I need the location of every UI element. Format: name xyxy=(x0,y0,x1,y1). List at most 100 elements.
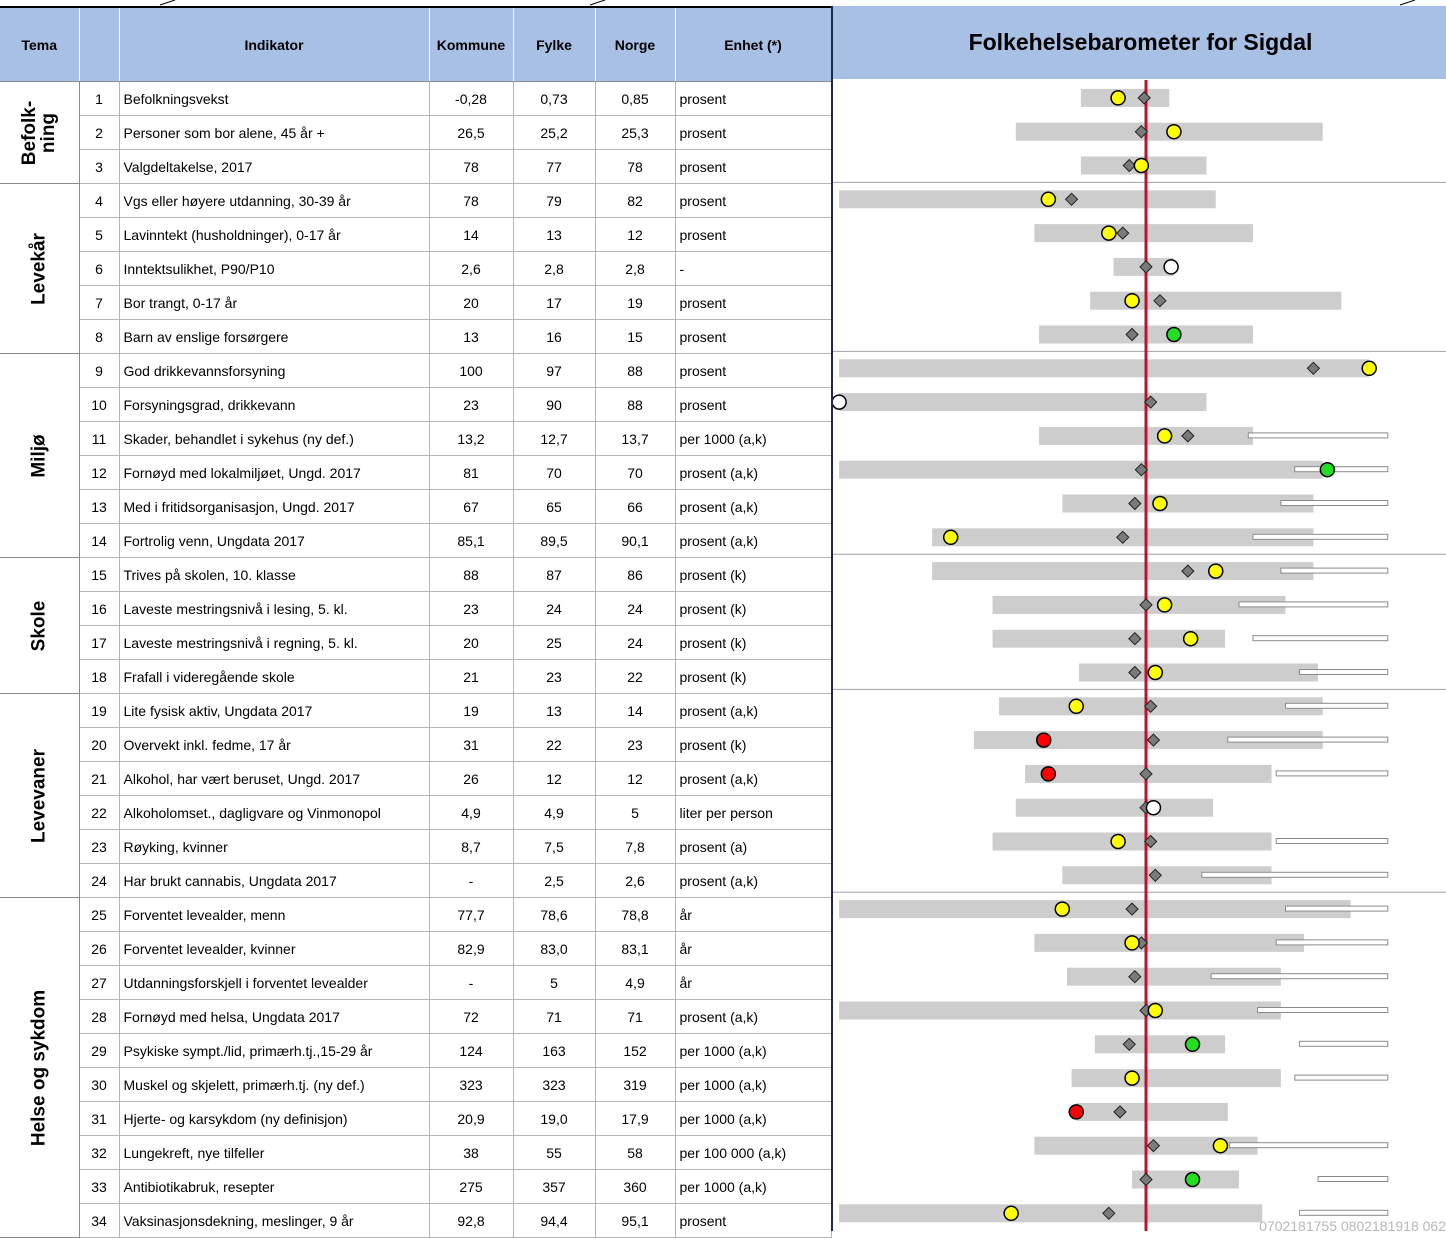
tema-label: Befolk- ning xyxy=(19,100,60,165)
fylke-value: 323 xyxy=(513,1067,596,1102)
table-row: Miljø 9 God drikkevannsforsyning 100 97 88 pro… xyxy=(0,353,832,558)
fylke-diamond xyxy=(1139,1172,1153,1187)
range-extension xyxy=(1238,601,1389,608)
fylke-diamond xyxy=(1146,1138,1161,1153)
row-number: 32 xyxy=(79,1135,120,1170)
fylke-value: 22 xyxy=(513,727,596,762)
kommune-value: 13 xyxy=(429,319,514,354)
indicator-name: Overvekt inkl. fedme, 17 år xyxy=(119,727,430,762)
kommune-value: 323 xyxy=(429,1067,514,1102)
table-row: 26 Forventet levealder, kvinner 82,9 83,0 83… xyxy=(0,931,832,966)
row-number: 4 xyxy=(79,183,120,218)
fylke-diamond xyxy=(1128,631,1142,646)
row-number: 22 xyxy=(79,795,120,830)
tema-cell: Levevaner xyxy=(0,693,80,898)
header-tema: Tema xyxy=(0,6,80,82)
table-row: 10 Forsyningsgrad, drikkevann 23 90 88 prosen… xyxy=(0,387,832,422)
kommune-value: - xyxy=(429,863,514,898)
kommune-marker xyxy=(833,394,847,410)
unit-value: prosent (k) xyxy=(675,557,832,592)
fylke-diamond xyxy=(1113,1105,1127,1119)
row-number: 28 xyxy=(79,999,120,1034)
tema-label: Miljø xyxy=(28,433,50,478)
indicator-name: Laveste mestringsnivå i lesing, 5. kl. xyxy=(119,591,430,626)
table-row: 24 Har brukt cannabis, Ungdata 2017-2,5 2,… xyxy=(0,863,832,898)
fylke-diamond xyxy=(1143,395,1158,409)
header-kommune: Kommune xyxy=(429,6,514,82)
indicator-table: Tema Indikator Kommune Fylke Norge Enhet… xyxy=(0,6,832,1238)
norge-value: 88 xyxy=(595,387,676,422)
fylke-value: 163 xyxy=(513,1033,596,1068)
row-number: 1 xyxy=(79,81,120,116)
fylke-diamond xyxy=(1139,598,1153,612)
fylke-value: 25 xyxy=(513,625,596,660)
fylke-value: 25,2 xyxy=(513,115,596,150)
fylke-diamond xyxy=(1125,902,1139,916)
table-row: 16 Laveste mestringsnivå i lesing, 5. kl.… xyxy=(0,591,832,626)
range-bar xyxy=(1076,1102,1228,1121)
kommune-marker xyxy=(1166,123,1182,140)
norge-value: 14 xyxy=(595,693,676,728)
chart-title: Folkehelsebarometer for Sigdal xyxy=(833,6,1446,79)
range-bar xyxy=(1090,291,1342,310)
range-bar xyxy=(1079,663,1319,682)
indicator-name: Psykiske sympt./lid, primærh.tj.,15-29 å… xyxy=(119,1033,430,1068)
fylke-diamond xyxy=(1134,462,1149,477)
indicator-name: Barn av enslige forsørgere xyxy=(119,319,430,354)
norge-value: 83,1 xyxy=(595,931,676,966)
norge-value: 0,85 xyxy=(595,81,676,116)
table-row: Levevaner 19 Lite fysisk aktiv, Ungdata 20… xyxy=(0,693,832,898)
fylke-diamond xyxy=(1102,1206,1116,1221)
kommune-value: 21 xyxy=(429,659,514,694)
table-row: 33 Antibiotikabruk, resepter 275 357 360 per … xyxy=(0,1169,832,1204)
row-number: 6 xyxy=(79,251,120,286)
table-row: 18 Frafall i videregående skole 21 23 22 pros… xyxy=(0,659,832,694)
unit-value: per 1000 (a,k) xyxy=(675,1067,832,1102)
indicator-name: Fornøyd med helsa, Ungdata 2017 xyxy=(119,999,430,1034)
range-extension xyxy=(1275,838,1389,844)
tema-cell: Helse og sykdom xyxy=(0,897,80,1238)
norge-value: 19 xyxy=(595,285,676,320)
row-number: 29 xyxy=(79,1033,120,1068)
header-fylke: Fylke xyxy=(513,6,596,82)
fylke-value: 5 xyxy=(513,965,596,1000)
range-extension xyxy=(1257,1007,1389,1013)
kommune-value: 23 xyxy=(429,387,514,422)
fylke-value: 78,6 xyxy=(513,897,596,932)
tema-label: Levevaner xyxy=(28,748,50,843)
fylke-diamond xyxy=(1139,767,1153,781)
kommune-value: 4,9 xyxy=(429,795,514,830)
tema-label: Levekår xyxy=(28,232,50,305)
row-number: 31 xyxy=(79,1101,120,1136)
indicator-name: Alkoholomset., dagligvare og Vinmonopol xyxy=(119,795,430,830)
fylke-value: 13 xyxy=(513,693,596,728)
header-enhet: Enhet (*) xyxy=(675,6,832,82)
range-extension xyxy=(1285,905,1389,912)
norge-value: 24 xyxy=(595,591,676,626)
table-row: 5 Lavinntekt (husholdninger), 0-17 år 14 13… xyxy=(0,217,832,252)
kommune-marker xyxy=(1054,901,1071,917)
row-number: 10 xyxy=(79,387,120,422)
kommune-value: 20 xyxy=(429,285,514,320)
range-bar xyxy=(999,697,1323,716)
kommune-value: - xyxy=(429,965,514,1000)
tema-cell: Befolk- ning xyxy=(0,81,80,184)
indicator-name: Muskel og skjelett, primærh.tj. (ny def.… xyxy=(119,1067,430,1102)
kommune-marker xyxy=(1147,664,1164,681)
row-number: 15 xyxy=(79,557,120,592)
kommune-marker xyxy=(1068,698,1084,715)
unit-value: prosent (a,k) xyxy=(675,761,832,796)
range-bar xyxy=(1071,1069,1281,1088)
indicator-name: Fornøyd med lokalmiljøet, Ungd. 2017 xyxy=(119,455,430,490)
kommune-value: 78 xyxy=(429,149,514,184)
table-row: 3 Valgdeltakelse, 2017 78 77 78 prosent xyxy=(0,149,832,184)
norge-value: 95,1 xyxy=(595,1203,676,1238)
range-bar xyxy=(1062,494,1314,513)
range-extension xyxy=(1252,635,1389,642)
fylke-diamond xyxy=(1128,969,1142,984)
timestamp-code: 0702181755 0802181918 062 xyxy=(1259,1218,1446,1234)
table-row: 30 Muskel og skjelett, primærh.tj. (ny de… xyxy=(0,1067,832,1102)
norge-value: 58 xyxy=(595,1135,676,1170)
kommune-value: 124 xyxy=(429,1033,514,1068)
kommune-value: 81 xyxy=(429,455,514,490)
